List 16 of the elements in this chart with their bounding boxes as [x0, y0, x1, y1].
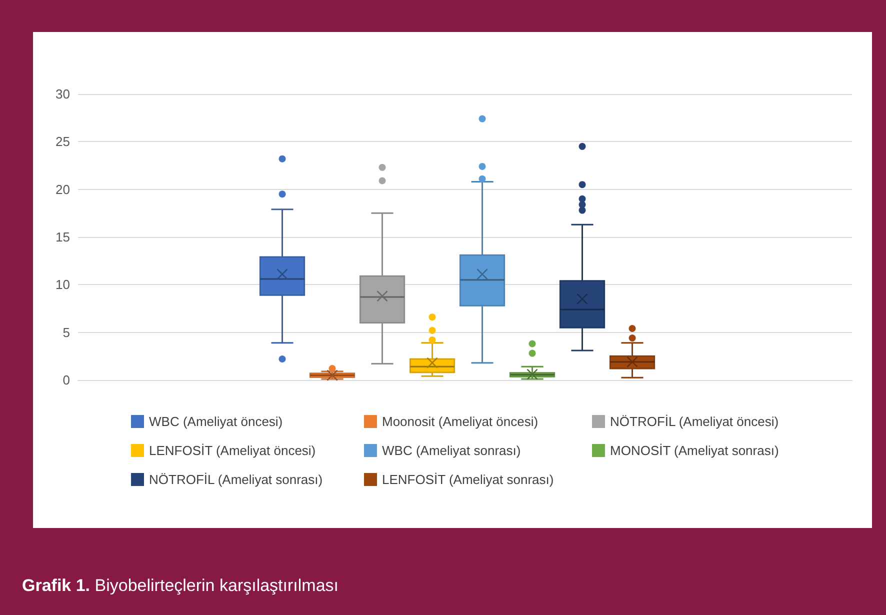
legend-label: WBC (Ameliyat sonrası): [382, 443, 521, 458]
legend-label: Moonosit (Ameliyat öncesi): [382, 414, 538, 429]
legend-label: NÖTROFİL (Ameliyat sonrası): [149, 472, 323, 487]
y-tick-label: 10: [56, 277, 70, 292]
y-tick-label: 20: [56, 182, 70, 197]
y-tick-label: 15: [56, 230, 70, 244]
legend-label: WBC (Ameliyat öncesi): [149, 414, 283, 429]
legend-label: MONOSİT (Ameliyat sonrası): [610, 443, 779, 458]
y-tick-label: 25: [56, 134, 70, 150]
y-tick-label: 5: [62, 324, 70, 340]
y-tick-label: 0: [62, 372, 70, 388]
legend-label: NÖTROFİL (Ameliyat öncesi): [610, 414, 779, 429]
y-tick-label: 30: [56, 86, 70, 102]
legend-label: LENFOSİT (Ameliyat sonrası): [382, 472, 554, 487]
legend-label: LENFOSİT (Ameliyat öncesi): [149, 443, 316, 458]
text: Grafik 1. Biyobelirteçlerin karşılaştırılması: [22, 576, 339, 596]
